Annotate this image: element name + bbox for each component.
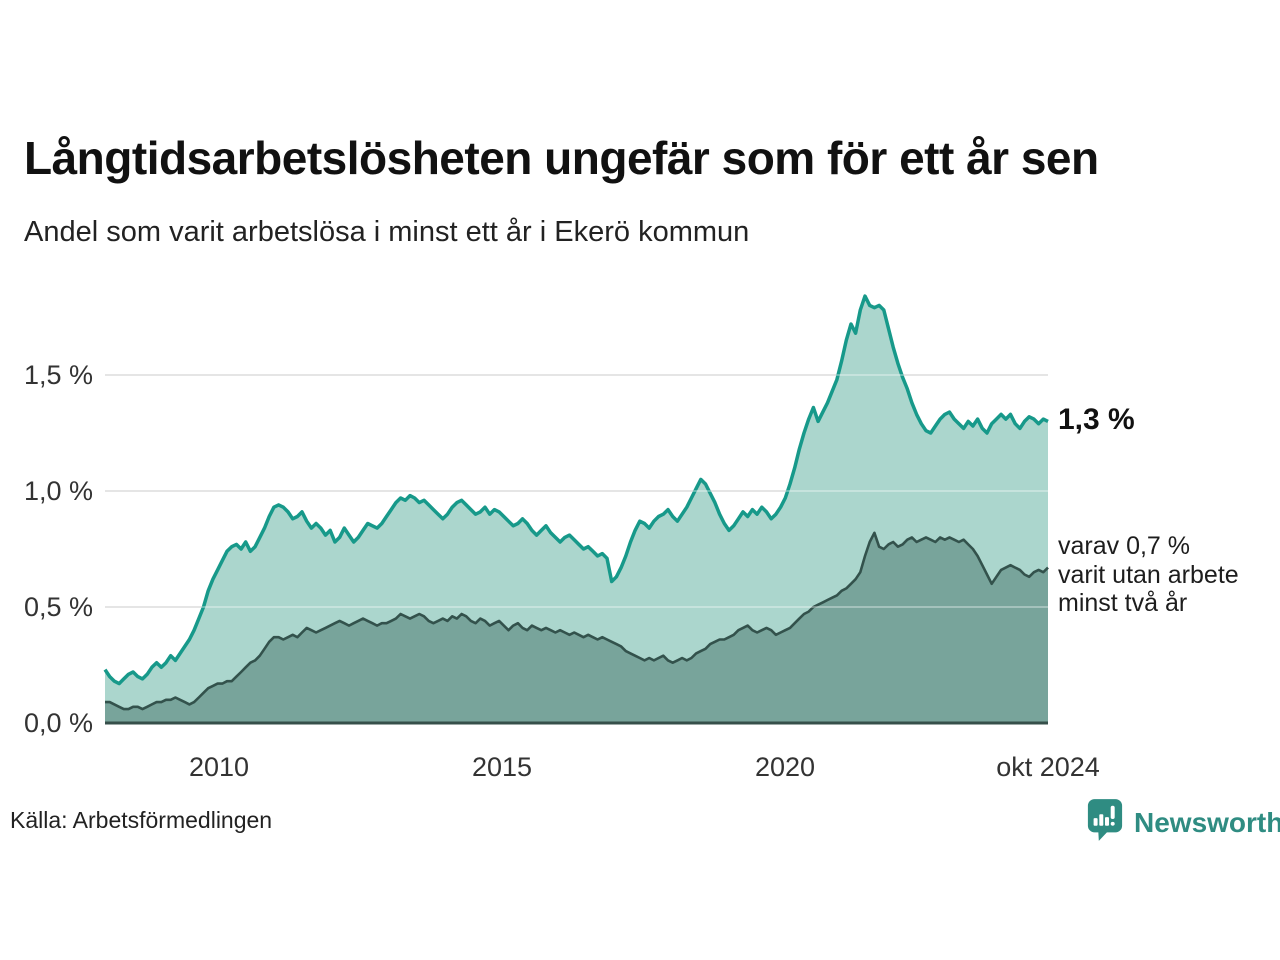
brand-wordmark: Newsworthy: [1134, 806, 1280, 838]
y-axis-tick-label: 1,0 %: [23, 476, 93, 506]
annotation-line: varav 0,7 %: [1058, 532, 1191, 560]
chart-subtitle: Andel som varit arbetslösa i minst ett å…: [24, 216, 750, 248]
annotation-line: minst två år: [1058, 589, 1188, 617]
y-axis-tick-label: 1,5 %: [23, 360, 93, 390]
source-credit: Källa: Arbetsförmedlingen: [10, 807, 273, 833]
latest-value-annotation: 1,3 %: [1058, 403, 1135, 436]
y-axis-tick-label: 0,5 %: [23, 592, 93, 622]
brand-logo: Newsworthy: [1086, 798, 1280, 847]
y-axis-tick-label: 0,0 %: [23, 708, 93, 738]
x-axis-tick-label: 2020: [754, 752, 816, 782]
x-axis-tick-label: 2015: [471, 752, 533, 782]
annotation-line: varit utan arbete: [1058, 560, 1239, 589]
x-axis-tick-label: 2010: [188, 752, 250, 782]
secondary-series-annotation: varav 0,7 % varit utan arbete minst två …: [1058, 532, 1239, 618]
page-title: Långtidsarbetslösheten ungefär som för e…: [24, 132, 1099, 184]
x-axis-tick-label: okt 2024: [996, 752, 1100, 782]
newsworthy-bars-icon: [1086, 798, 1124, 847]
